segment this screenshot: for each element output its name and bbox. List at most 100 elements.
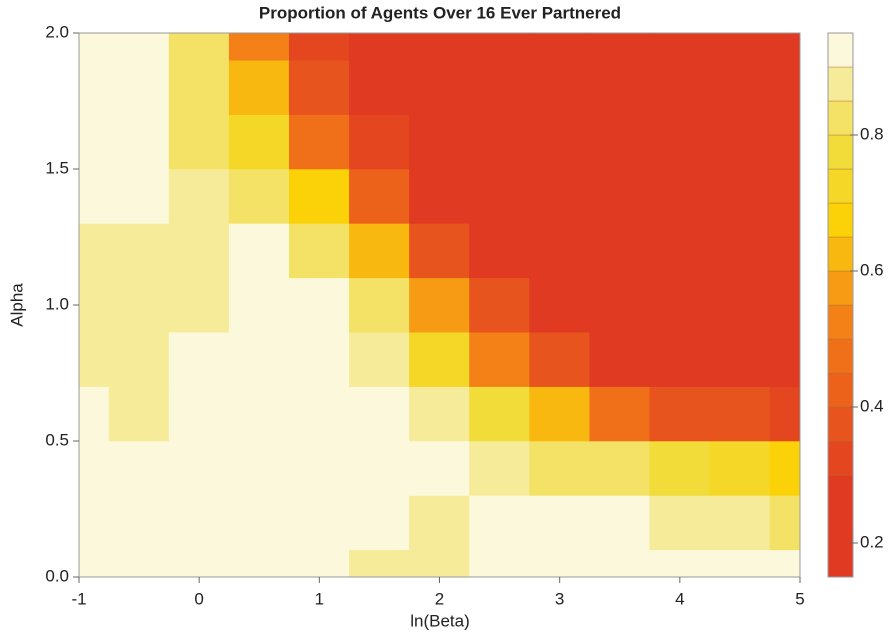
- contour-cell: [288, 549, 350, 577]
- y-tick-label: 2.0: [45, 22, 69, 41]
- contour-cell: [108, 114, 170, 170]
- contour-cell: [649, 114, 711, 170]
- colorbar-band: [827, 372, 854, 408]
- contour-cell: [769, 495, 800, 551]
- contour-cell: [168, 277, 230, 333]
- contour-cell: [108, 495, 170, 551]
- contour-cell: [409, 277, 470, 333]
- contour-cell: [228, 59, 290, 115]
- contour-cell: [769, 440, 800, 496]
- x-tick-label: 5: [795, 589, 804, 608]
- contour-cell: [709, 59, 771, 115]
- colorbar-band: [827, 236, 854, 272]
- contour-cell: [709, 114, 771, 170]
- contour-cell: [469, 223, 530, 279]
- contour-cell: [228, 440, 290, 496]
- colorbar-band: [827, 134, 854, 170]
- contour-cell: [79, 114, 110, 170]
- contour-cell: [709, 495, 771, 551]
- contour-cell: [228, 331, 290, 387]
- contour-cell: [409, 59, 470, 115]
- contour-cell: [589, 59, 651, 115]
- contour-cell: [288, 114, 350, 170]
- contour-cell: [709, 168, 771, 224]
- contour-cell: [529, 168, 591, 224]
- contour-cell: [228, 495, 290, 551]
- contour-cell: [649, 386, 711, 442]
- contour-cell: [168, 59, 230, 115]
- contour-cell: [349, 168, 410, 224]
- contour-cell: [529, 386, 591, 442]
- contour-cell: [529, 440, 591, 496]
- colorbar-band: [827, 66, 854, 102]
- contour-cell: [409, 440, 470, 496]
- contour-cell: [288, 277, 350, 333]
- contour-cell: [769, 59, 800, 115]
- colorbar-band: [827, 100, 854, 136]
- contour-cell: [168, 331, 230, 387]
- contour-cell: [589, 168, 651, 224]
- contour-cell: [288, 495, 350, 551]
- contour-cell: [469, 168, 530, 224]
- colorbar-band: [827, 406, 854, 442]
- contour-cell: [108, 168, 170, 224]
- colorbar-tick-label: 0.6: [860, 260, 884, 279]
- x-tick-label: -1: [71, 589, 86, 608]
- contour-cell: [409, 495, 470, 551]
- y-tick-label: 0.5: [45, 430, 69, 449]
- contour-cell: [709, 440, 771, 496]
- contour-cell: [168, 33, 230, 61]
- contour-cell: [288, 223, 350, 279]
- contour-cell: [349, 277, 410, 333]
- contour-cell: [709, 331, 771, 387]
- contour-cell: [288, 331, 350, 387]
- contour-cell: [409, 549, 470, 577]
- contour-cell: [769, 331, 800, 387]
- contour-cell: [288, 440, 350, 496]
- contour-cell: [529, 59, 591, 115]
- contour-cell: [349, 114, 410, 170]
- contour-cell: [409, 331, 470, 387]
- colorbar-band: [827, 338, 854, 374]
- contour-cell: [108, 386, 170, 442]
- contour-cell: [168, 495, 230, 551]
- contour-cell: [709, 223, 771, 279]
- contour-cell: [108, 440, 170, 496]
- contour-cell: [228, 114, 290, 170]
- y-tick-label: 1.5: [45, 158, 69, 177]
- contour-cell: [469, 59, 530, 115]
- contour-cell: [529, 277, 591, 333]
- contour-cell: [469, 331, 530, 387]
- contour-cell: [79, 440, 110, 496]
- contour-cell: [228, 168, 290, 224]
- contour-cell: [349, 223, 410, 279]
- contour-cell: [108, 277, 170, 333]
- contour-cell: [79, 495, 110, 551]
- contour-cell: [469, 386, 530, 442]
- contour-cell: [349, 386, 410, 442]
- contour-cell: [409, 168, 470, 224]
- contour-cell: [529, 33, 591, 61]
- contour-cell: [228, 386, 290, 442]
- contour-cell: [649, 277, 711, 333]
- x-tick-label: 0: [194, 589, 203, 608]
- contour-cell: [108, 331, 170, 387]
- x-axis-label: ln(Beta): [410, 611, 470, 630]
- contour-cell: [589, 386, 651, 442]
- colorbar-tick-label: 0.2: [860, 532, 884, 551]
- contour-cell: [529, 495, 591, 551]
- contour-field: [79, 33, 800, 577]
- contour-cell: [649, 59, 711, 115]
- y-tick-label: 0.0: [45, 566, 69, 585]
- colorbar-frame: [827, 32, 854, 578]
- colorbar-band: [827, 440, 854, 476]
- x-tick-label: 3: [555, 589, 564, 608]
- colorbar-band: [827, 304, 854, 340]
- contour-cell: [108, 223, 170, 279]
- contour-cell: [709, 33, 771, 61]
- contour-cell: [349, 495, 410, 551]
- contour-cell: [589, 277, 651, 333]
- contour-cell: [649, 495, 711, 551]
- colorbar-band: [827, 168, 854, 204]
- contour-cell: [529, 331, 591, 387]
